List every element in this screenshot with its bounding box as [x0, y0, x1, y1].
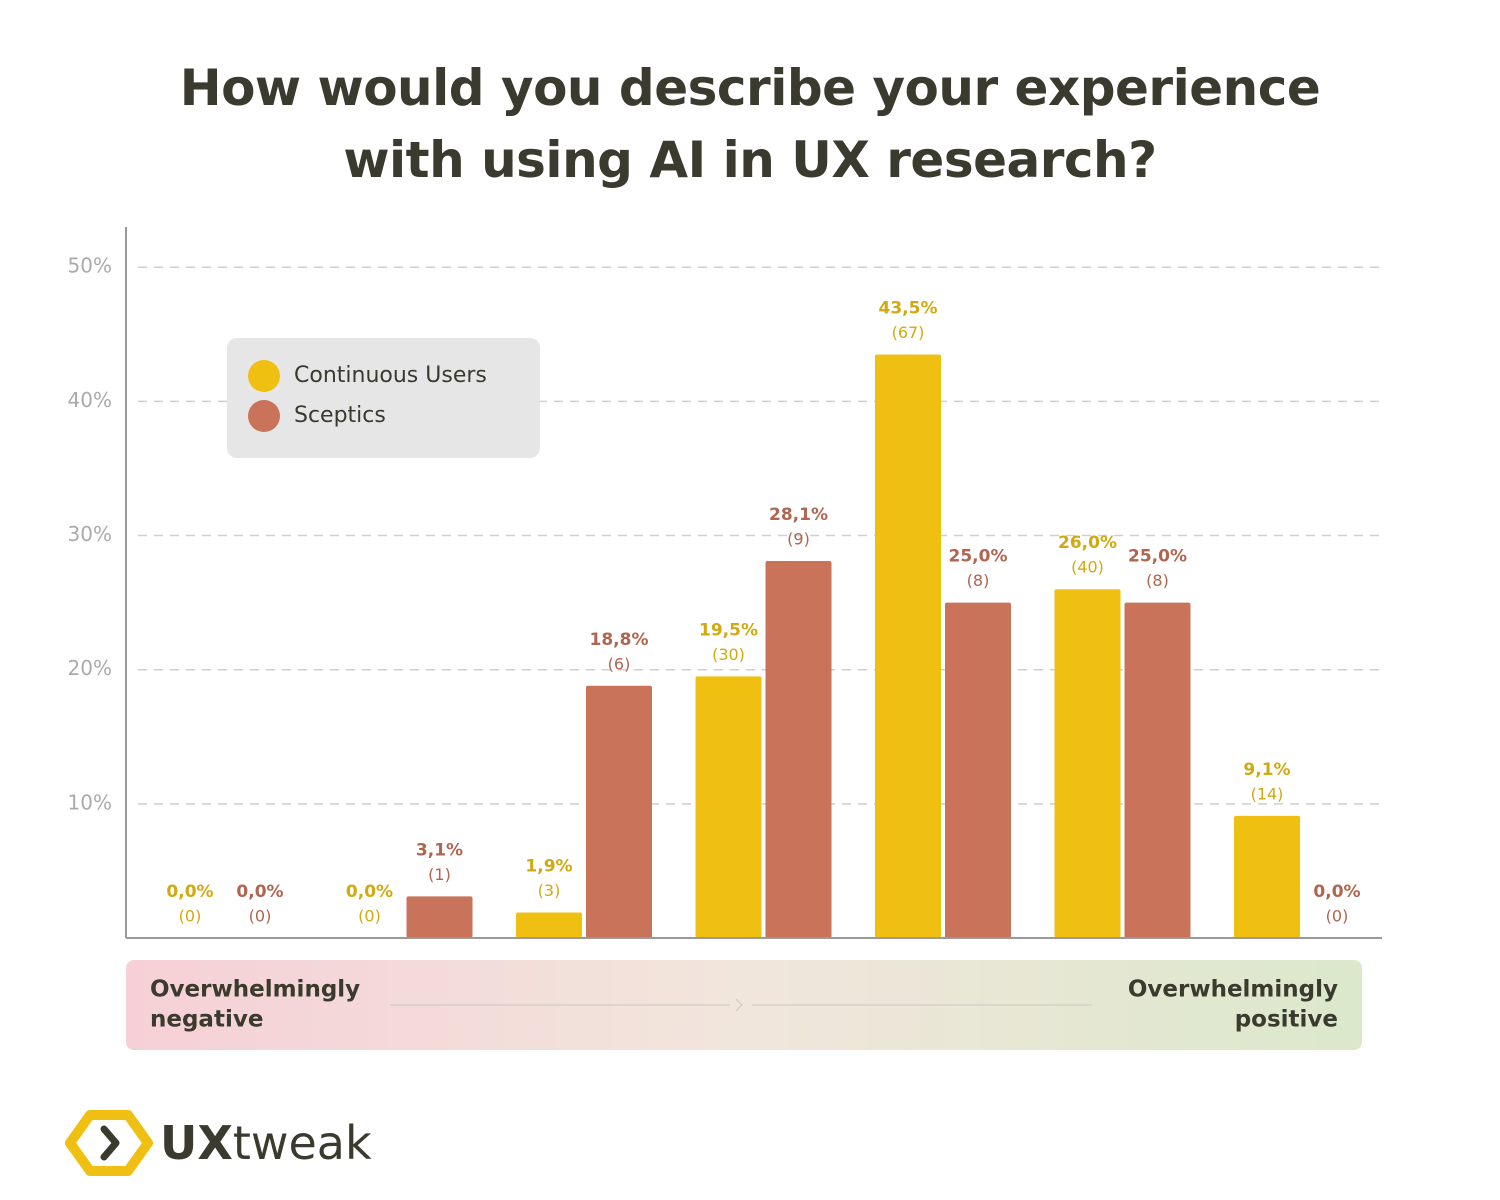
value-label: 43,5%	[879, 298, 938, 318]
y-tick-label: 40%	[68, 388, 112, 412]
count-label: (0)	[1326, 907, 1349, 926]
count-label: (3)	[538, 881, 561, 900]
bar	[695, 676, 762, 938]
y-tick-label: 30%	[68, 522, 112, 546]
logo: UXtweak	[65, 1110, 372, 1176]
count-label: (9)	[787, 530, 810, 549]
scale-arrow-head	[735, 998, 743, 1012]
legend-label: Sceptics	[294, 403, 386, 428]
bar	[1234, 815, 1300, 938]
logo-ux: UX	[160, 1116, 233, 1170]
y-tick-label: 50%	[68, 254, 112, 278]
chart-title: How would you describe your experience w…	[179, 59, 1321, 189]
value-label: 18,8%	[590, 630, 649, 650]
bar	[586, 685, 652, 938]
count-label: (0)	[179, 907, 202, 926]
value-label: 25,0%	[949, 547, 1008, 567]
y-tick-label: 20%	[68, 656, 112, 680]
count-label: (1)	[428, 865, 451, 884]
value-label: 19,5%	[699, 620, 758, 640]
legend-box	[227, 338, 540, 458]
legend-marker	[248, 360, 280, 392]
logo-text: UXtweak	[160, 1116, 372, 1170]
bar	[1124, 602, 1191, 938]
value-label: 1,9%	[525, 857, 572, 877]
value-label: 0,0%	[346, 882, 393, 902]
scale-band	[126, 960, 1362, 1050]
bar	[875, 354, 941, 939]
logo-hexagon	[65, 1110, 153, 1176]
count-label: (30)	[712, 645, 745, 664]
logo-chevron	[100, 1125, 120, 1161]
y-tick-label: 10%	[68, 790, 112, 814]
value-label: 0,0%	[1313, 882, 1360, 902]
scale-end: Overwhelmingly	[1128, 977, 1338, 1003]
count-label: (6)	[608, 654, 631, 673]
logo-tweak: tweak	[233, 1116, 372, 1170]
bar	[406, 896, 473, 938]
bar	[945, 602, 1011, 938]
value-label: 28,1%	[769, 505, 828, 525]
count-label: (14)	[1251, 784, 1284, 803]
bar	[765, 561, 832, 938]
count-label: (8)	[967, 571, 990, 590]
count-label: (40)	[1071, 558, 1104, 577]
value-label: 0,0%	[236, 882, 283, 902]
scale-start: negative	[150, 1007, 263, 1033]
scale-start: Overwhelmingly	[150, 977, 360, 1003]
legend-marker	[248, 400, 280, 432]
value-label: 9,1%	[1243, 760, 1290, 780]
value-label: 26,0%	[1058, 533, 1117, 553]
bar	[1054, 589, 1121, 938]
scale-end: positive	[1235, 1007, 1338, 1033]
count-label: (8)	[1146, 571, 1169, 590]
value-label: 3,1%	[416, 840, 463, 860]
bar	[516, 912, 582, 938]
value-label: 25,0%	[1128, 547, 1187, 567]
count-label: (67)	[892, 323, 925, 342]
count-label: (0)	[358, 907, 381, 926]
value-label: 0,0%	[166, 882, 213, 902]
count-label: (0)	[249, 907, 272, 926]
legend-label: Continuous Users	[294, 363, 487, 388]
legend: Continuous Users Sceptics	[227, 338, 540, 458]
